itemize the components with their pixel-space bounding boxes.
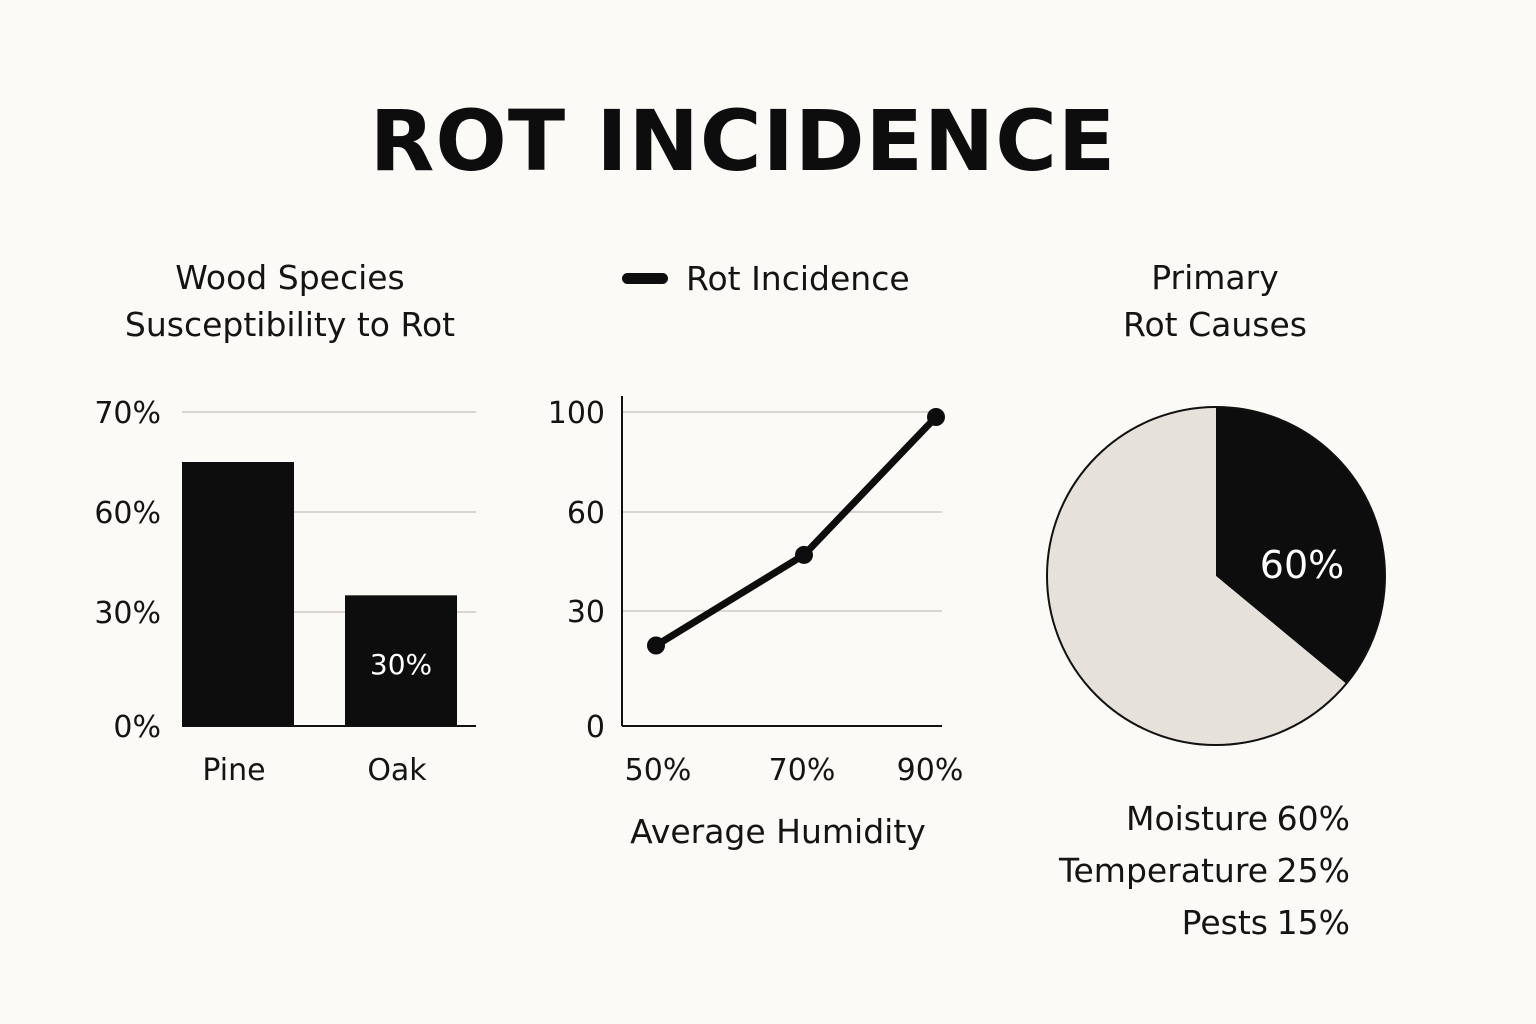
pie-chart-title-line-1: Primary <box>1151 258 1279 297</box>
pie-chart-title-line-2: Rot Causes <box>1123 305 1307 344</box>
pie-legend-label: Pests <box>1181 902 1268 942</box>
bar-y-tick-label: 0% <box>113 710 161 745</box>
pie-legend: Moisture 60% Temperature 25% Pests 15% <box>1030 792 1350 948</box>
line-y-tick-label: 30 <box>567 595 605 630</box>
line-data-point <box>647 636 665 655</box>
line-data-point <box>927 408 945 426</box>
pie-outline <box>1046 406 1386 746</box>
pie-legend-label: Moisture <box>1125 798 1268 838</box>
pie-chart-title: Primary Rot Causes <box>1010 254 1420 348</box>
bar-chart-title-line-2: Susceptibility to Rot <box>124 305 456 344</box>
line-x-axis-title: Average Humidity <box>630 812 926 851</box>
bar-category-label: Pine <box>202 753 265 788</box>
pie-slice-moisture <box>1216 407 1385 684</box>
line-x-tick-label: 90% <box>897 753 964 788</box>
bar-data-label: 30% <box>370 648 432 681</box>
line-y-tick-label: 0 <box>586 710 605 745</box>
pie-legend-label: Temperature <box>1058 850 1268 890</box>
bar-chart-title-line-1: Wood Species <box>175 258 405 297</box>
pie-slice-label: 60% <box>1260 543 1344 587</box>
pie-legend-value: 60% <box>1276 798 1350 838</box>
line-chart-legend: Rot Incidence <box>622 258 910 298</box>
legend-series-label: Rot Incidence <box>686 258 910 298</box>
pie-legend-value: 15% <box>1276 902 1350 942</box>
pie-slice-temperature <box>1047 407 1347 745</box>
pie-legend-value: 25% <box>1276 850 1350 890</box>
bar-y-tick-label: 30% <box>94 596 161 631</box>
bar-y-tick-label: 70% <box>94 396 161 431</box>
main-title: ROT INCIDENCE <box>369 92 1117 190</box>
pie-legend-row-temperature: Temperature 25% <box>1030 844 1350 896</box>
line-x-tick-label: 50% <box>625 753 692 788</box>
line-data-point <box>795 545 813 564</box>
pie-legend-row-pests: Pests 15% <box>1030 896 1350 948</box>
bar-chart-title: Wood Species Susceptibility to Rot <box>80 254 500 348</box>
line-y-tick-label: 60 <box>567 496 605 531</box>
line-y-tick-label: 100 <box>548 396 605 431</box>
bar-pine <box>182 462 294 726</box>
bar-category-label: Oak <box>367 753 427 788</box>
pie-legend-row-moisture: Moisture 60% <box>1030 792 1350 844</box>
bar-oak <box>345 595 457 726</box>
legend-line-swatch <box>622 272 668 284</box>
line-x-tick-label: 70% <box>769 753 836 788</box>
bar-y-tick-label: 60% <box>94 496 161 531</box>
